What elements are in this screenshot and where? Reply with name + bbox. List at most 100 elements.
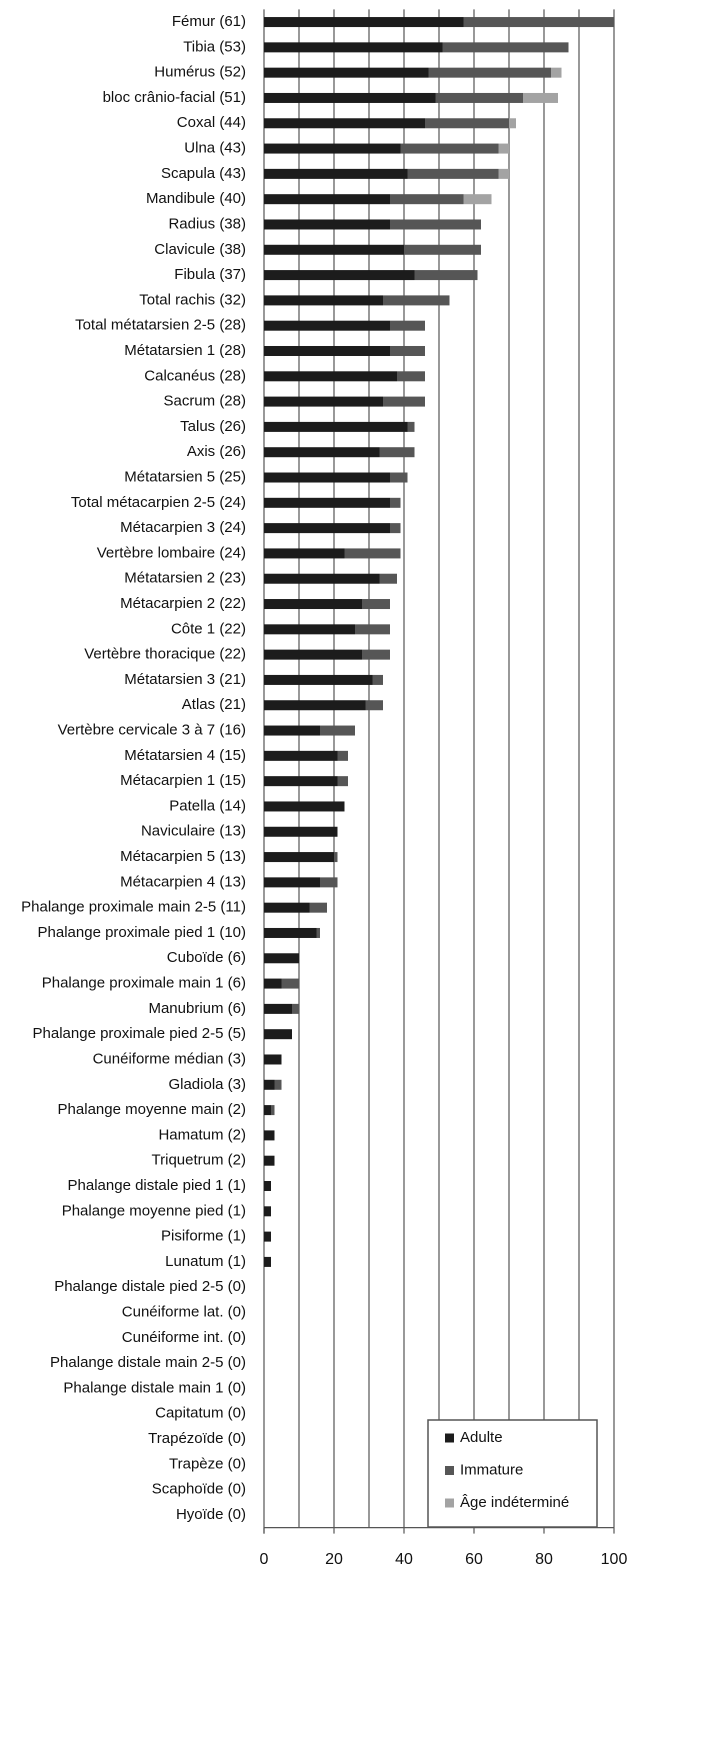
y-tick-label: Phalange proximale pied 2-5 (5) bbox=[33, 1025, 246, 1042]
bar-segment bbox=[264, 573, 380, 584]
y-tick-label: Scaphoïde (0) bbox=[152, 1481, 246, 1498]
bar-segment bbox=[264, 852, 334, 863]
y-tick-label: Trapézoïde (0) bbox=[148, 1430, 246, 1447]
y-tick-label: Coxal (44) bbox=[177, 114, 246, 131]
y-tick-label: Radius (38) bbox=[168, 215, 246, 232]
bar-segment bbox=[264, 1206, 271, 1217]
y-tick-label: Métatarsien 1 (28) bbox=[124, 342, 246, 359]
bar-segment bbox=[264, 472, 390, 483]
y-tick-label: Métacarpien 1 (15) bbox=[120, 772, 246, 789]
bar-segment bbox=[264, 548, 345, 559]
y-tick-label: Manubrium (6) bbox=[148, 1000, 246, 1017]
y-tick-label: Phalange distale main 1 (0) bbox=[63, 1379, 246, 1396]
bar-segment bbox=[337, 776, 348, 787]
y-tick-label: Phalange proximale pied 1 (10) bbox=[38, 924, 246, 941]
y-tick-label: Cunéiforme int. (0) bbox=[122, 1329, 246, 1346]
bar-segment bbox=[264, 801, 345, 812]
bar-segment bbox=[264, 244, 404, 255]
bar-segment bbox=[509, 118, 516, 129]
bar-segment bbox=[390, 472, 408, 483]
x-tick-label: 80 bbox=[535, 1551, 553, 1568]
y-tick-label: Cunéiforme lat. (0) bbox=[122, 1303, 246, 1320]
y-tick-label: Patella (14) bbox=[169, 797, 246, 814]
y-tick-label: Total métacarpien 2-5 (24) bbox=[71, 494, 246, 511]
y-tick-label: Vertèbre lombaire (24) bbox=[97, 544, 246, 561]
y-tick-label: Phalange distale main 2-5 (0) bbox=[50, 1354, 246, 1371]
bar-segment bbox=[523, 92, 558, 103]
y-tick-label: Phalange proximale main 2-5 (11) bbox=[21, 899, 246, 916]
y-tick-label: Mandibule (40) bbox=[146, 190, 246, 207]
bar-segment bbox=[264, 776, 338, 787]
bar-segment bbox=[264, 371, 397, 382]
bar-segment bbox=[264, 345, 390, 356]
bar-segment bbox=[264, 599, 362, 610]
y-tick-label: Vertèbre cervicale 3 à 7 (16) bbox=[58, 722, 246, 739]
bar-segment bbox=[390, 194, 464, 205]
y-tick-label: Métatarsien 4 (15) bbox=[124, 747, 246, 764]
bar-segment bbox=[390, 345, 425, 356]
bar-segment bbox=[372, 674, 383, 685]
bar-segment bbox=[264, 902, 310, 913]
bar-segment bbox=[264, 1256, 271, 1267]
x-tick-label: 0 bbox=[260, 1551, 269, 1568]
bar-segment bbox=[264, 194, 390, 205]
bar-segment bbox=[425, 118, 509, 129]
bar-segment bbox=[264, 1054, 282, 1065]
bar-segment bbox=[355, 624, 390, 635]
bar-segment bbox=[264, 295, 383, 306]
bar-segment bbox=[264, 92, 436, 103]
y-tick-label: Sacrum (28) bbox=[163, 393, 246, 410]
bar-segment bbox=[264, 1181, 271, 1192]
bar-segment bbox=[264, 219, 390, 230]
y-tick-label: Naviculaire (13) bbox=[141, 823, 246, 840]
bar-segment bbox=[264, 725, 320, 736]
bar-segment bbox=[407, 421, 415, 432]
bar-segment bbox=[264, 320, 390, 331]
y-tick-label: Axis (26) bbox=[187, 443, 246, 460]
y-tick-label: Métacarpien 4 (13) bbox=[120, 873, 246, 890]
bar-segment bbox=[264, 118, 425, 129]
y-tick-label: Phalange distale pied 1 (1) bbox=[68, 1177, 246, 1194]
y-tick-label: Capitatum (0) bbox=[155, 1405, 246, 1422]
bar-segment bbox=[498, 168, 509, 179]
y-tick-label: Ulna (43) bbox=[184, 140, 246, 157]
y-tick-label: Métatarsien 3 (21) bbox=[124, 671, 246, 688]
bar-segment bbox=[264, 523, 390, 534]
y-tick-label: Phalange moyenne pied (1) bbox=[62, 1202, 246, 1219]
bar-segment bbox=[316, 927, 320, 938]
bar-segment bbox=[264, 1155, 275, 1166]
bar-segment bbox=[365, 700, 383, 711]
x-tick-label: 40 bbox=[395, 1551, 413, 1568]
bar-segment bbox=[264, 143, 401, 154]
bar-segment bbox=[274, 1079, 282, 1090]
bar-segment bbox=[390, 219, 481, 230]
bar-segment bbox=[264, 649, 362, 660]
bar-segment bbox=[390, 320, 425, 331]
bar-segment bbox=[428, 67, 551, 78]
x-tick-label: 100 bbox=[601, 1551, 628, 1568]
bar-segment bbox=[264, 700, 366, 711]
bar-segment bbox=[264, 168, 408, 179]
y-tick-label: Tibia (53) bbox=[183, 38, 246, 55]
y-tick-label: Cuboïde (6) bbox=[167, 949, 246, 966]
y-tick-label: Métacarpien 2 (22) bbox=[120, 595, 246, 612]
y-tick-label: bloc crânio-facial (51) bbox=[103, 89, 246, 106]
bar-segment bbox=[362, 599, 390, 610]
bar-segment bbox=[379, 573, 397, 584]
y-tick-label: Métacarpien 5 (13) bbox=[120, 848, 246, 865]
bar-segment bbox=[383, 396, 425, 407]
bar-segment bbox=[264, 447, 380, 458]
bar-segment bbox=[264, 270, 415, 281]
y-tick-label: Humérus (52) bbox=[154, 64, 246, 81]
bar-segment bbox=[264, 750, 338, 761]
legend-label: Immature bbox=[460, 1461, 523, 1478]
y-tick-label: Total métatarsien 2-5 (28) bbox=[75, 317, 246, 334]
y-tick-label: Clavicule (38) bbox=[154, 241, 246, 258]
x-tick-label: 60 bbox=[465, 1551, 483, 1568]
bar-segment bbox=[404, 244, 481, 255]
bar-segment bbox=[264, 1029, 292, 1040]
bar-segment bbox=[264, 396, 383, 407]
bar-segment bbox=[362, 649, 390, 660]
bar-segment bbox=[264, 1079, 275, 1090]
